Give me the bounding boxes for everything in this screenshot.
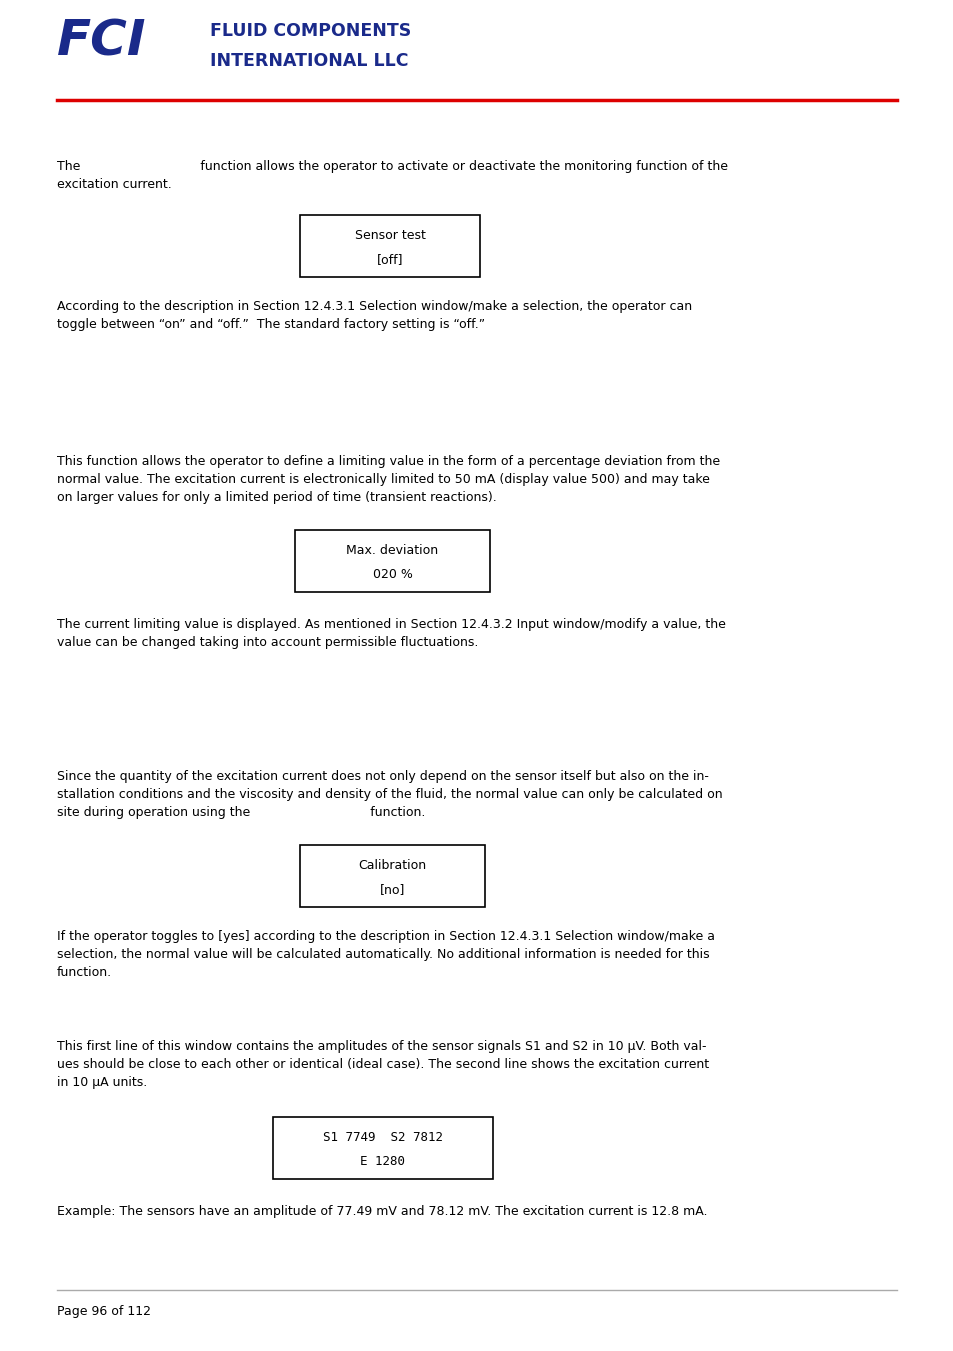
Text: value can be changed taking into account permissible fluctuations.: value can be changed taking into account…: [57, 636, 477, 648]
Text: ues should be close to each other or identical (ideal case). The second line sho: ues should be close to each other or ide…: [57, 1058, 708, 1071]
Text: [off]: [off]: [376, 253, 403, 266]
Text: INTERNATIONAL LLC: INTERNATIONAL LLC: [210, 51, 408, 70]
Text: According to the description in Section 12.4.3.1 Selection window/make a selecti: According to the description in Section …: [57, 300, 691, 313]
Text: S1 7749  S2 7812: S1 7749 S2 7812: [323, 1131, 442, 1144]
Text: excitation current.: excitation current.: [57, 178, 172, 190]
Bar: [299, 215, 479, 277]
Bar: [299, 844, 484, 907]
Text: The                              function allows the operator to activate or dea: The function allows the operator to acti…: [57, 159, 727, 173]
Text: Since the quantity of the excitation current does not only depend on the sensor : Since the quantity of the excitation cur…: [57, 770, 708, 784]
Bar: [273, 1117, 493, 1179]
Text: Sensor test: Sensor test: [355, 230, 425, 242]
Text: function.: function.: [57, 966, 112, 979]
Text: Example: The sensors have an amplitude of 77.49 mV and 78.12 mV. The excitation : Example: The sensors have an amplitude o…: [57, 1205, 707, 1219]
Text: Max. deviation: Max. deviation: [346, 544, 438, 557]
Text: FCI: FCI: [57, 18, 147, 66]
Text: If the operator toggles to [yes] according to the description in Section 12.4.3.: If the operator toggles to [yes] accordi…: [57, 929, 714, 943]
Text: The current limiting value is displayed. As mentioned in Section 12.4.3.2 Input : The current limiting value is displayed.…: [57, 617, 725, 631]
Text: E 1280: E 1280: [360, 1155, 405, 1169]
Text: [no]: [no]: [379, 884, 405, 896]
Text: on larger values for only a limited period of time (transient reactions).: on larger values for only a limited peri…: [57, 490, 497, 504]
Text: toggle between “on” and “off.”  The standard factory setting is “off.”: toggle between “on” and “off.” The stand…: [57, 317, 485, 331]
Text: Page 96 of 112: Page 96 of 112: [57, 1305, 151, 1319]
Text: FLUID COMPONENTS: FLUID COMPONENTS: [210, 22, 411, 41]
Text: stallation conditions and the viscosity and density of the fluid, the normal val: stallation conditions and the viscosity …: [57, 788, 721, 801]
Text: site during operation using the                              function.: site during operation using the function…: [57, 807, 425, 819]
Text: This first line of this window contains the amplitudes of the sensor signals S1 : This first line of this window contains …: [57, 1040, 706, 1052]
Text: Calibration: Calibration: [358, 859, 426, 871]
Text: normal value. The excitation current is electronically limited to 50 mA (display: normal value. The excitation current is …: [57, 473, 709, 486]
Text: selection, the normal value will be calculated automatically. No additional info: selection, the normal value will be calc…: [57, 948, 709, 961]
Text: in 10 μA units.: in 10 μA units.: [57, 1075, 147, 1089]
Bar: [294, 530, 490, 592]
Text: 020 %: 020 %: [373, 567, 412, 581]
Text: This function allows the operator to define a limiting value in the form of a pe: This function allows the operator to def…: [57, 455, 720, 467]
